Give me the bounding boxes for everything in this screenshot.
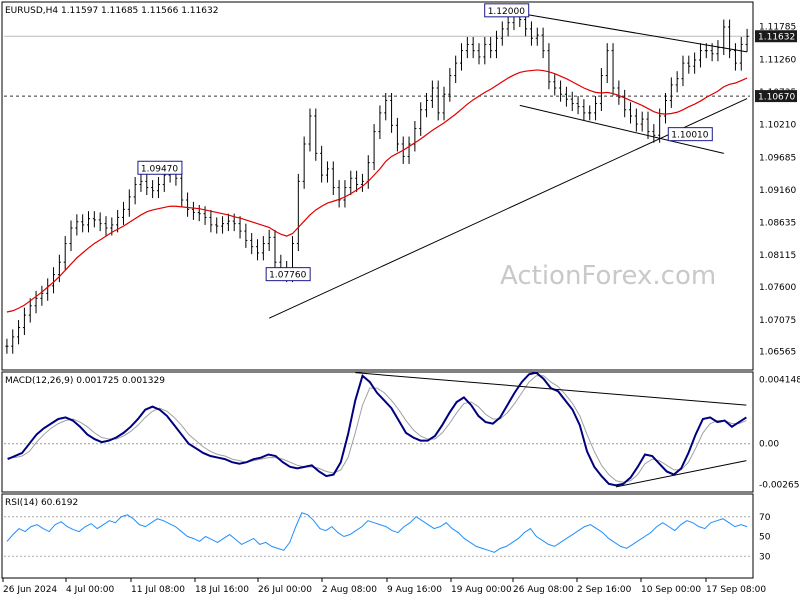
macd-tick-label: -0.002656 [759,481,800,491]
price-annotation-label: 1.09470 [141,164,178,174]
price-tick-label: 1.07600 [759,283,796,293]
macd-title: MACD(12,26,9) 0.001725 0.001329 [5,376,165,386]
x-tick-label: 17 Sep 08:00 [706,585,766,595]
x-tick-label: 4 Jul 00:00 [66,585,115,595]
rsi-tick-label: 30 [759,552,771,562]
rsi-line [6,512,748,553]
price-annotation-label: 1.12000 [488,7,525,17]
price-annotation-box [265,267,311,282]
price-tick-label: 1.10210 [759,121,796,131]
x-tick-label: 26 Jun 2024 [3,585,57,595]
x-tick-label: 11 Jul 08:00 [131,585,185,595]
price-annotation-label: 1.10010 [671,131,708,141]
watermark: ActionForex.com [500,261,716,291]
price-annotation-box [484,3,530,18]
price-tag-label: 1.10670 [758,93,795,103]
x-tick-label: 10 Sep 00:00 [641,585,701,595]
rsi-panel [1,493,754,579]
macd-tick-label: 0.004148 [759,376,800,386]
price-tick-label: 1.11785 [759,23,796,33]
rising-trendline [268,98,748,319]
moving-average-line [6,69,748,313]
main-panel [1,1,754,371]
x-tick-label: 26 Jul 00:00 [258,585,312,595]
price-tick-label: 1.09160 [759,186,796,196]
macd-line [7,371,747,487]
price-tag-label: 1.11632 [758,33,795,43]
x-tick-label: 26 Aug 08:00 [513,585,574,595]
macd-signal-line [7,375,747,483]
price-tick-label: 1.08115 [759,251,796,261]
rsi-tick-label: 70 [759,513,771,523]
x-tick-label: 19 Aug 00:00 [451,585,512,595]
x-tick-label: 2 Sep 16:00 [577,585,632,595]
channel-top-line [519,12,748,53]
macd-trendline [355,372,747,406]
price-annotation-box [137,160,183,175]
rsi-tick-label: 50 [759,533,771,543]
price-annotation-box [667,127,713,142]
price-tick-label: 1.11260 [759,55,796,65]
x-tick-label: 2 Aug 08:00 [322,585,377,595]
price-tag-box [755,30,797,43]
main-title: EURUSD,H4 1.11597 1.11685 1.11566 1.1163… [5,6,218,16]
price-tick-label: 1.08635 [759,219,796,229]
macd-tick-label: 0.00 [759,440,779,450]
rsi-title: RSI(14) 60.6192 [5,498,78,508]
price-tag-box [755,90,797,103]
price-tick-label: 1.06565 [759,348,796,358]
x-tick-label: 18 Jul 16:00 [195,585,249,595]
macd-trendline [615,460,747,488]
channel-bottom-line [519,104,724,154]
macd-panel [1,371,754,493]
price-tick-label: 1.07075 [759,316,796,326]
x-tick-label: 9 Aug 16:00 [387,585,442,595]
price-annotation-label: 1.07760 [269,271,306,281]
price-tick-label: 1.09685 [759,153,796,163]
